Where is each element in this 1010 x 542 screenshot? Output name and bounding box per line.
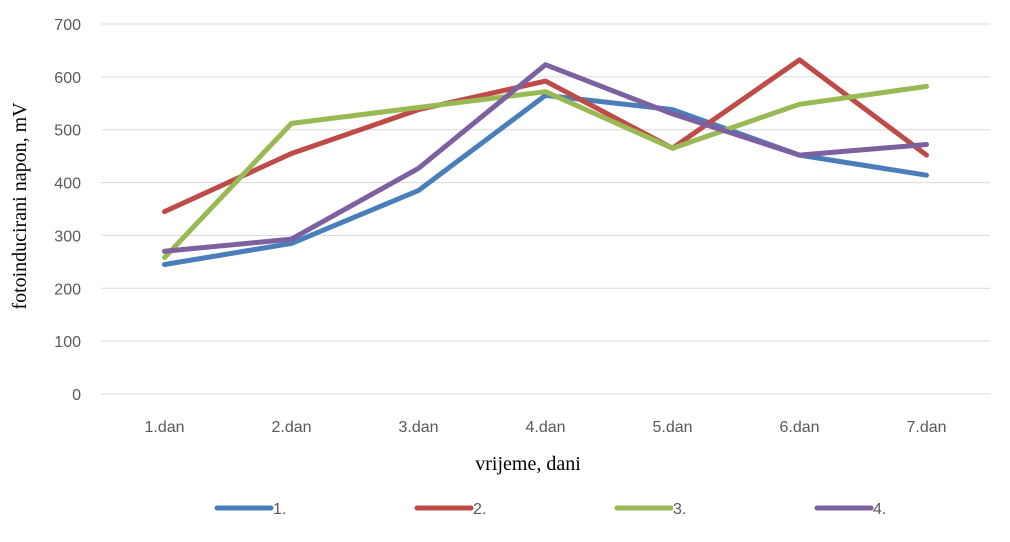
x-tick-label: 3.dan bbox=[398, 419, 438, 436]
y-axis-ticks: 0 100 200 300 400 500 600 700 bbox=[54, 17, 81, 404]
legend-label: 4. bbox=[873, 501, 886, 518]
legend-item: 2. bbox=[414, 501, 486, 518]
gridlines bbox=[101, 23, 990, 395]
x-tick-label: 6.dan bbox=[779, 419, 819, 436]
series-line-4 bbox=[162, 62, 929, 254]
y-tick-label: 600 bbox=[54, 70, 81, 87]
y-tick-label: 0 bbox=[72, 387, 81, 404]
legend-item: 1. bbox=[214, 501, 286, 518]
x-axis-ticks: 1.dan 2.dan 3.dan 4.dan 5.dan 6.dan 7.dan bbox=[144, 419, 946, 436]
x-tick-label: 1.dan bbox=[144, 419, 184, 436]
x-tick-label: 2.dan bbox=[271, 419, 311, 436]
series-line-3 bbox=[162, 83, 929, 261]
y-tick-label: 300 bbox=[54, 228, 81, 245]
y-axis-title: fotoinducirani napon, mV bbox=[9, 102, 31, 310]
y-tick-label: 500 bbox=[54, 123, 81, 140]
legend-item: 4. bbox=[814, 501, 886, 518]
x-axis-title: vrijeme, dani bbox=[475, 453, 581, 475]
legend: 1. 2. 3. 4. bbox=[214, 501, 886, 518]
legend-label: 3. bbox=[673, 501, 686, 518]
legend-label: 1. bbox=[273, 501, 286, 518]
x-tick-label: 4.dan bbox=[525, 419, 565, 436]
y-tick-label: 200 bbox=[54, 281, 81, 298]
series-line-2 bbox=[162, 57, 929, 215]
x-tick-label: 5.dan bbox=[652, 419, 692, 436]
legend-label: 2. bbox=[473, 501, 486, 518]
series-lines bbox=[162, 57, 929, 267]
x-tick-label: 7.dan bbox=[906, 419, 946, 436]
y-tick-label: 700 bbox=[54, 17, 81, 34]
legend-item: 3. bbox=[614, 501, 686, 518]
y-tick-label: 400 bbox=[54, 176, 81, 193]
y-tick-label: 100 bbox=[54, 334, 81, 351]
